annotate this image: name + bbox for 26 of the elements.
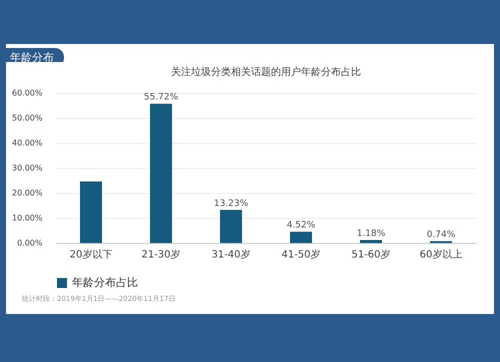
- y-tick-label: 0.00%: [17, 238, 43, 248]
- x-tick-label: 60岁以上: [420, 248, 462, 260]
- y-tick-label: 10.00%: [12, 214, 43, 222]
- y-tick-label: 20.00%: [12, 188, 43, 198]
- data-label: 1.18%: [356, 229, 386, 240]
- x-tick-label: 51-60岁: [351, 248, 391, 260]
- data-label: 13.23%: [214, 198, 249, 209]
- text: 年龄分布: [6, 48, 64, 67]
- bar: [220, 210, 242, 243]
- data-label: 4.52%: [286, 220, 316, 231]
- y-tick-label: 30.00%: [12, 164, 43, 172]
- data-label: 55.72%: [144, 92, 179, 103]
- chart-title: 关注垃圾分类相关话题的用户年龄分布占比: [171, 66, 361, 78]
- bar: [290, 232, 312, 243]
- bar: [80, 182, 102, 243]
- legend-label: 年龄分布占比: [72, 276, 138, 289]
- bar: [150, 104, 172, 243]
- x-tick-label: 41-50岁: [281, 248, 321, 260]
- y-tick-label: 40.00%: [12, 138, 43, 148]
- bar: [360, 240, 382, 243]
- x-tick-label: 31-40岁: [211, 248, 251, 260]
- y-tick-label: 60.00%: [12, 88, 43, 98]
- y-tick-label: 50.00%: [12, 114, 43, 122]
- x-tick-label: 20岁以下: [70, 248, 112, 260]
- x-tick-label: 21-30岁: [141, 248, 181, 260]
- data-label: 0.74%: [426, 230, 456, 240]
